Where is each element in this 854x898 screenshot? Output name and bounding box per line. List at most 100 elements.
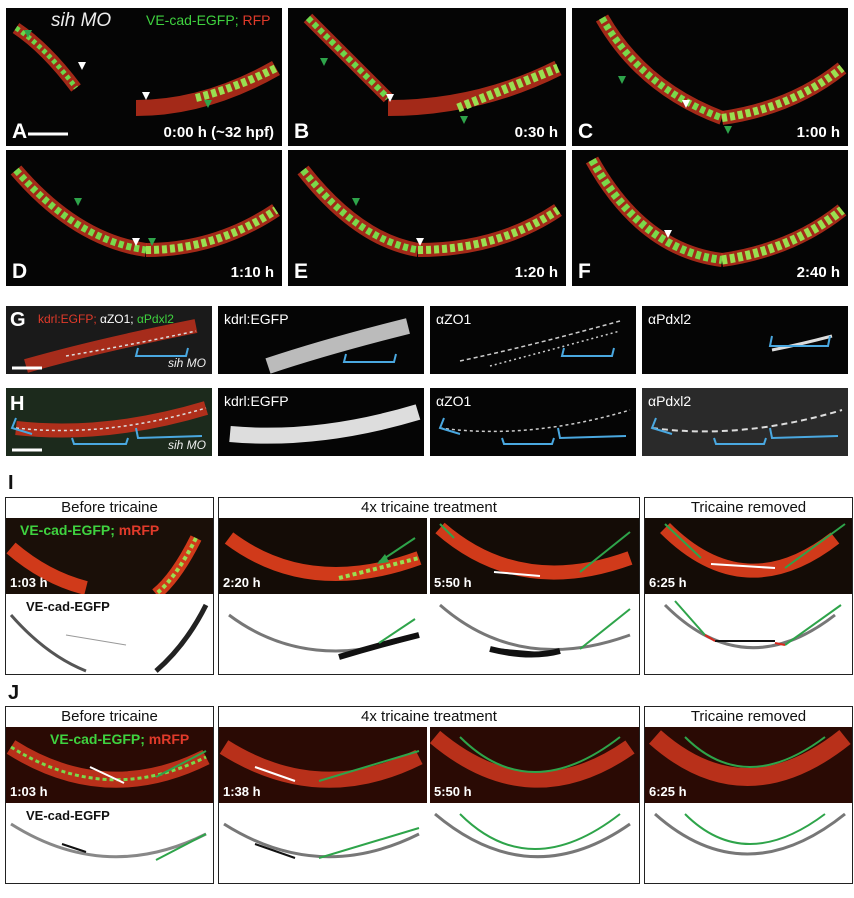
- legend-green: VE-cad-EGFP;: [20, 522, 115, 538]
- group-before-tricaine: Before tricaine VE-cad-EGFP; mRFP 1:03 h…: [5, 497, 214, 675]
- legend-green: αPdxl2: [136, 312, 174, 326]
- merge-legend: kdrl:EGFP; αZO1; αPdxl2: [38, 312, 174, 326]
- group-title: 4x tricaine treatment: [361, 708, 497, 725]
- group-before-tricaine: Before tricaine VE-cad-EGFP; mRFP 1:03 h…: [5, 706, 214, 884]
- fluorescent-image: 6:25 h: [645, 727, 852, 803]
- vessel-image: [6, 535, 202, 594]
- vessel-image: [223, 822, 420, 859]
- legend: VE-cad-EGFP; RFP: [146, 12, 270, 28]
- time-stamp: 6:25 h: [649, 575, 687, 590]
- inverted-image: [430, 804, 639, 882]
- inverted-image: [645, 595, 852, 673]
- vessel-image: [6, 740, 210, 788]
- panel-e: E 1:20 h: [288, 150, 566, 286]
- vessel-image: [660, 523, 846, 578]
- vessel-image: [650, 409, 843, 445]
- vessel-image: [297, 165, 562, 257]
- inverted-label: VE-cad-EGFP: [26, 808, 110, 823]
- vessel-image: [303, 13, 562, 124]
- group-tricaine-removed: Tricaine removed 6:25 h: [644, 497, 853, 675]
- group-4x-tricaine: 4x tricaine treatment 2:20 h 5:50 h: [218, 497, 640, 675]
- image-legend: VE-cad-EGFP; mRFP: [50, 731, 189, 747]
- vessel-image: [9, 603, 209, 673]
- fluorescent-image: VE-cad-EGFP; mRFP 1:03 h: [6, 518, 213, 594]
- image-legend: VE-cad-EGFP; mRFP: [20, 522, 159, 538]
- panel-d: D 1:10 h: [6, 150, 282, 286]
- fluorescent-image: 2:20 h: [219, 518, 427, 594]
- vessel-image: [12, 319, 198, 373]
- sih-mo-title: sih MO: [51, 10, 112, 31]
- legend-green: VE-cad-EGFP;: [50, 731, 145, 747]
- channel-label: kdrl:EGFP: [224, 311, 289, 327]
- panel-letter: C: [578, 120, 594, 143]
- vessel-image: [768, 334, 833, 352]
- time-stamp: 1:03 h: [10, 784, 48, 799]
- panel-letter: E: [294, 260, 309, 283]
- inverted-image: [219, 804, 427, 882]
- vessel-image: [219, 740, 423, 788]
- panel-letter: F: [578, 260, 591, 283]
- panel-h-zo1: αZO1: [430, 388, 636, 456]
- fluorescent-image: VE-cad-EGFP; mRFP 1:03 h: [6, 727, 213, 803]
- panel-g-kdrl: kdrl:EGFP: [218, 306, 424, 374]
- legend-red: RFP: [242, 12, 271, 28]
- panel-c: C 1:00 h: [572, 8, 848, 146]
- time-stamp: 5:50 h: [434, 575, 472, 590]
- panel-letter: H: [10, 393, 25, 415]
- vessel-image: [10, 401, 209, 452]
- time-stamp: 0:30 h: [514, 124, 558, 141]
- vessel-image: [595, 14, 847, 134]
- time-stamp: 2:20 h: [223, 575, 261, 590]
- channel-label: αZO1: [436, 393, 472, 409]
- group-title: Tricaine removed: [690, 708, 807, 725]
- panel-letter: G: [10, 309, 26, 331]
- vessel-image: [430, 730, 635, 788]
- panel-h-kdrl: kdrl:EGFP: [218, 388, 424, 456]
- sih-mo-label: sih MO: [167, 356, 206, 370]
- vessel-image: [12, 23, 280, 136]
- panel-a: sih MO VE-cad-EGFP; RFP A 0:00 h (~32 hp…: [6, 8, 282, 146]
- panel-h-pdxl2: αPdxl2: [642, 388, 848, 456]
- inverted-image: VE-cad-EGFP: [6, 595, 213, 673]
- fluorescent-image: 5:50 h: [430, 518, 639, 594]
- panel-letter: J: [8, 682, 20, 704]
- panel-g-merge: G kdrl:EGFP; αZO1; αPdxl2 sih MO: [6, 306, 212, 374]
- vessel-image: [228, 613, 420, 660]
- vessel-image: [459, 320, 621, 367]
- fluorescent-image: 6:25 h: [645, 518, 852, 594]
- vessel-image: [585, 156, 847, 267]
- fluorescent-image: 5:50 h: [430, 727, 639, 803]
- vessel-image: [439, 603, 631, 658]
- group-title: Before tricaine: [61, 499, 158, 516]
- channel-label: αZO1: [436, 311, 472, 327]
- vessel-image: [10, 165, 280, 257]
- legend-white: αZO1;: [100, 312, 134, 326]
- vessel-image: [649, 729, 851, 786]
- panel-letter: A: [12, 120, 28, 143]
- inverted-label: VE-cad-EGFP: [26, 599, 110, 614]
- group-4x-tricaine: 4x tricaine treatment 1:38 h 5:50 h: [218, 706, 640, 884]
- panel-b: B 0:30 h: [288, 8, 566, 146]
- vessel-image: [434, 812, 631, 859]
- time-stamp: 1:20 h: [514, 264, 558, 281]
- vessel-image: [265, 318, 410, 374]
- vessel-image: [229, 404, 421, 444]
- panel-f: F 2:40 h: [572, 150, 848, 286]
- inverted-image: [219, 595, 427, 673]
- vessel-image: [654, 812, 846, 856]
- panel-g-pdxl2: αPdxl2: [642, 306, 848, 374]
- time-stamp: 0:00 h (~32 hpf): [163, 124, 274, 141]
- group-title: Tricaine removed: [690, 499, 807, 516]
- channel-label: kdrl:EGFP: [224, 393, 289, 409]
- group-tricaine-removed: Tricaine removed 6:25 h: [644, 706, 853, 884]
- inverted-image: [645, 804, 852, 882]
- channel-label: αPdxl2: [648, 311, 692, 327]
- panel-letter: B: [294, 120, 310, 143]
- legend-red: mRFP: [118, 522, 160, 538]
- vessel-image: [224, 532, 422, 581]
- time-stamp: 1:00 h: [796, 124, 840, 141]
- legend-green: VE-cad-EGFP;: [146, 12, 239, 28]
- time-stamp: 5:50 h: [434, 784, 472, 799]
- vessel-image: [663, 600, 842, 650]
- time-stamp: 6:25 h: [649, 784, 687, 799]
